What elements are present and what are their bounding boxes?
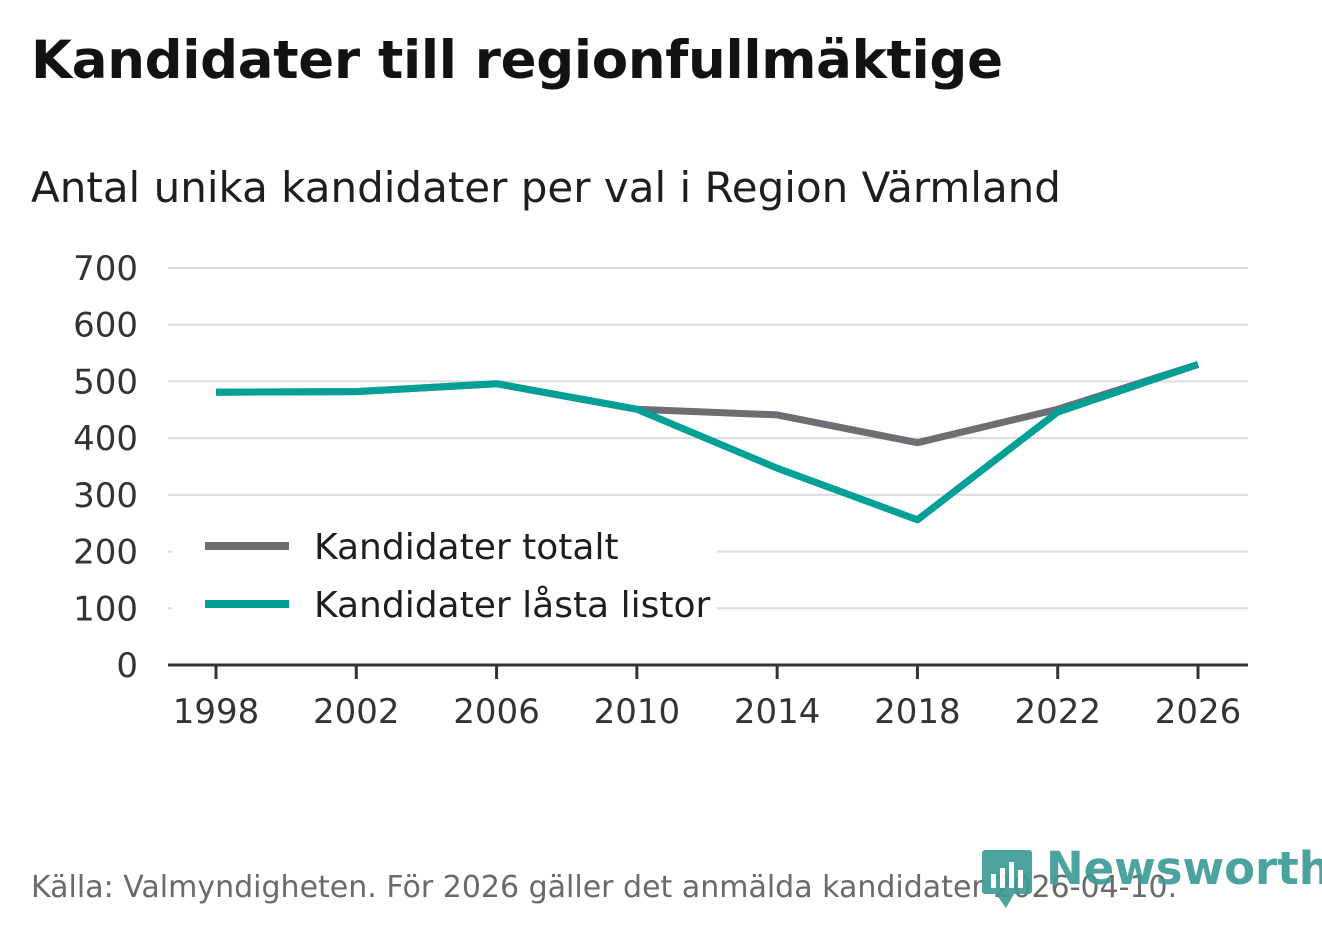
series-lines [215,361,1200,524]
y-tick-label-0: 0 [116,646,138,686]
newsworthy-logo: Newsworthy [982,842,1322,908]
y-tick-label-300: 300 [73,476,138,516]
y-tick-label-700: 700 [73,249,138,289]
y-tick-label-200: 200 [73,533,138,573]
x-tick-label-1998: 1998 [173,692,260,732]
x-tick-label-2018: 2018 [874,692,961,732]
y-tick-label-500: 500 [73,362,138,402]
newsworthy-logo-icon [982,850,1032,908]
chart-subtitle: Antal unika kandidater per val i Region … [31,163,1061,212]
x-tick-label-2010: 2010 [594,692,681,732]
legend-label-1: Kandidater totalt [314,527,619,568]
legend-label-2: Kandidater låsta listor [314,585,710,626]
y-tick-label-400: 400 [73,419,138,459]
y-tick-label-100: 100 [73,589,138,629]
x-tick-label-2002: 2002 [313,692,400,732]
legend: Kandidater totalt Kandidater låsta listor [172,512,717,636]
x-tick-label-2006: 2006 [453,692,540,732]
x-tick-label-2026: 2026 [1155,692,1242,732]
legend-background [172,512,717,636]
y-tick-label-600: 600 [73,306,138,346]
x-tick-label-2014: 2014 [734,692,821,732]
newsworthy-logo-text: Newsworthy [1046,842,1322,895]
x-tick-label-2022: 2022 [1014,692,1101,732]
series-line-2 [215,361,1200,524]
series-line-1 [215,361,1200,447]
chart-title: Kandidater till regionfullmäktige [31,30,1003,91]
axes: 0 100 200 300 400 500 600 700 1998 2002 2006 2010 20… [73,249,1248,732]
